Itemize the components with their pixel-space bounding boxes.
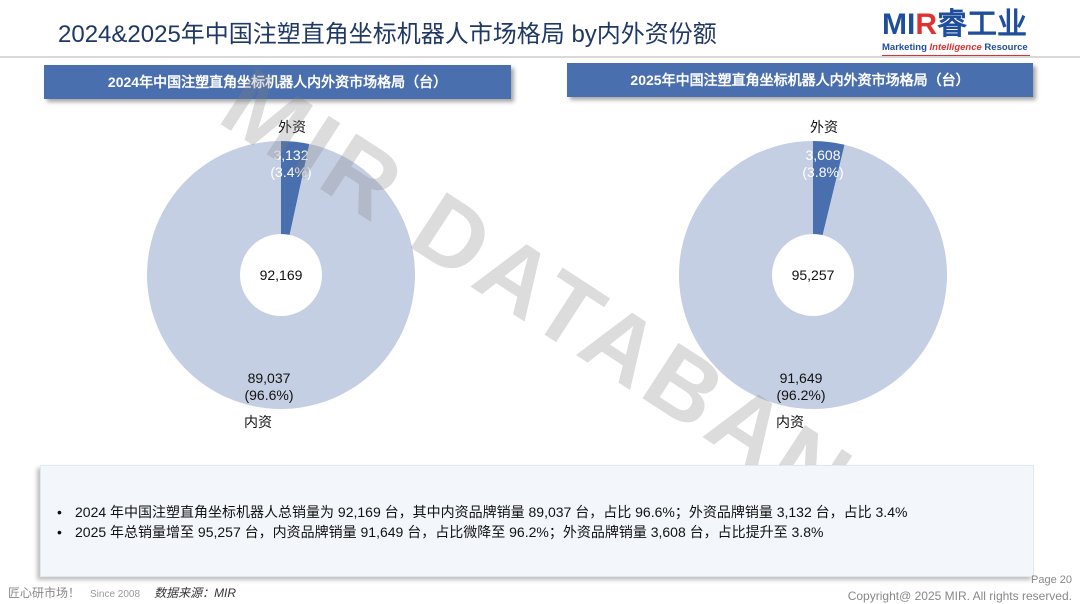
slice-pct-foreign: (3.4%) [270, 164, 311, 180]
pie-center-hole [240, 234, 322, 316]
slice-value-domestic: 91,649 [780, 370, 823, 386]
header-divider [0, 56, 1080, 58]
data-source: 数据来源：MIR [154, 586, 237, 600]
slice-name-foreign: 外资 [278, 119, 306, 135]
pie-center-total: 92,169 [260, 267, 303, 283]
slice-value-domestic: 89,037 [248, 370, 291, 386]
chart-2025-title: 2025年中国注塑直角坐标机器人内外资市场格局（台） [567, 63, 1033, 97]
pie-center-hole [772, 234, 854, 316]
page-number: Page 20 [1031, 574, 1072, 586]
mir-logo: MIR睿工业 Marketing Intelligence Resource [882, 10, 1032, 57]
slice-name-foreign: 外资 [810, 119, 838, 135]
footer-left: 匠心研市场！ Since 2008 数据来源：MIR [8, 584, 236, 601]
pie-center-total: 95,257 [792, 267, 835, 283]
summary-box: 2024 年中国注塑直角坐标机器人总销量为 92,169 台，其中内资品牌销量 … [40, 465, 1034, 577]
footer-slogan: 匠心研市场！ [8, 586, 81, 600]
slice-value-foreign: 3,608 [805, 147, 840, 163]
footer-since: Since 2008 [90, 589, 141, 600]
slice-pct-foreign: (3.8%) [802, 164, 843, 180]
page-title: 2024&2025年中国注塑直角坐标机器人市场格局 by内外资份额 [58, 21, 717, 48]
slice-value-foreign: 3,132 [273, 147, 308, 163]
slice-name-domestic: 内资 [776, 414, 804, 430]
summary-item: 2024 年中国注塑直角坐标机器人总销量为 92,169 台，其中内资品牌销量 … [57, 502, 907, 522]
slice-pct-domestic: (96.2%) [776, 387, 825, 403]
slice-name-domestic: 内资 [244, 414, 272, 430]
chart-2024-title: 2024年中国注塑直角坐标机器人内外资市场格局（台） [44, 65, 511, 99]
summary-item: 2025 年总销量增至 95,257 台，内资品牌销量 91,649 台，占比微… [57, 522, 907, 542]
copyright: Copyright@ 2025 MIR. All rights reserved… [847, 589, 1072, 603]
slice-pct-domestic: (96.6%) [244, 387, 293, 403]
